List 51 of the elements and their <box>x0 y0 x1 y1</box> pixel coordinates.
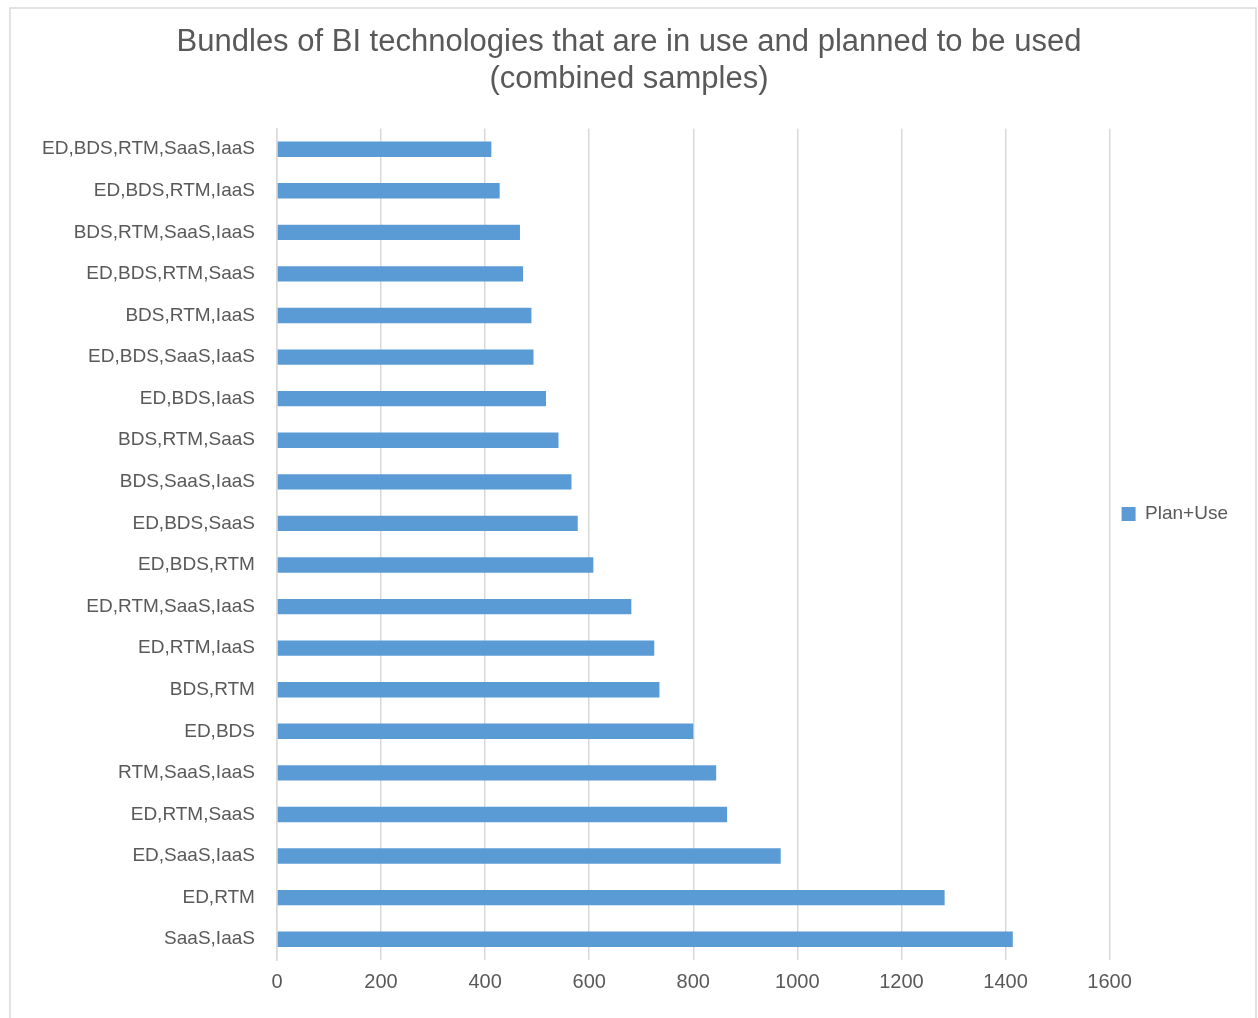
y-tick-label: ED,BDS,SaaS,IaaS <box>88 345 255 367</box>
y-tick-label: ED,BDS,RTM,SaaS <box>86 262 255 284</box>
bar <box>277 723 694 739</box>
y-tick-label: BDS,SaaS,IaaS <box>119 470 255 492</box>
chart-title: Bundles of BI technologies that are in use and planned to be used (combined samples) <box>176 23 1082 96</box>
y-tick-label: ED,BDS,RTM <box>138 553 255 575</box>
y-tick-label: ED,BDS <box>184 719 255 741</box>
y-tick-label: SaaS,IaaS <box>164 927 255 949</box>
bar <box>277 682 660 698</box>
x-tick-label: 200 <box>364 969 398 992</box>
x-tick-label: 400 <box>468 969 502 992</box>
bar <box>277 183 500 199</box>
y-tick-label: BDS,RTM,IaaS <box>125 303 255 325</box>
y-tick-label: BDS,RTM,SaaS,IaaS <box>73 220 255 242</box>
y-tick-label: ED,RTM,IaaS <box>138 636 255 658</box>
x-tick-label: 1000 <box>775 969 820 992</box>
bar <box>277 806 728 823</box>
y-tick-label: BDS,RTM <box>169 677 255 699</box>
legend-label: Plan+Use <box>1145 502 1229 524</box>
x-tick-label: 800 <box>676 969 710 992</box>
bar <box>277 224 520 241</box>
x-tick-label: 1400 <box>983 969 1028 992</box>
x-tick-label: 1200 <box>879 969 924 992</box>
bar <box>277 931 1013 947</box>
bar <box>277 266 524 282</box>
x-tick-label: 600 <box>572 969 606 992</box>
bar <box>277 307 532 324</box>
bar <box>277 848 781 864</box>
bar <box>277 474 572 490</box>
y-tick-label: ED,RTM,SaaS <box>130 802 255 824</box>
bar <box>277 765 717 781</box>
y-tick-label: ED,RTM <box>182 885 255 907</box>
bar <box>277 889 945 906</box>
y-tick-label: ED,BDS,RTM,SaaS,IaaS <box>42 137 255 159</box>
y-tick-label: ED,BDS,IaaS <box>139 386 255 408</box>
x-tick-label: 0 <box>271 969 283 992</box>
y-tick-label: ED,BDS,RTM,IaaS <box>93 179 255 200</box>
bar <box>277 557 594 573</box>
bar <box>277 349 534 365</box>
bar <box>277 432 559 448</box>
x-tick-label: 1600 <box>1087 969 1132 992</box>
y-tick-label: RTM,SaaS,IaaS <box>118 761 255 783</box>
bar <box>277 515 578 532</box>
y-tick-label: ED,SaaS,IaaS <box>132 844 255 866</box>
y-tick-label: ED,BDS,SaaS <box>132 511 255 533</box>
bar <box>277 390 546 407</box>
bar <box>277 141 492 157</box>
y-tick-label: BDS,RTM,SaaS <box>118 428 255 450</box>
bar <box>277 640 655 656</box>
bar <box>277 598 632 615</box>
y-tick-label: ED,RTM,SaaS,IaaS <box>86 594 255 616</box>
